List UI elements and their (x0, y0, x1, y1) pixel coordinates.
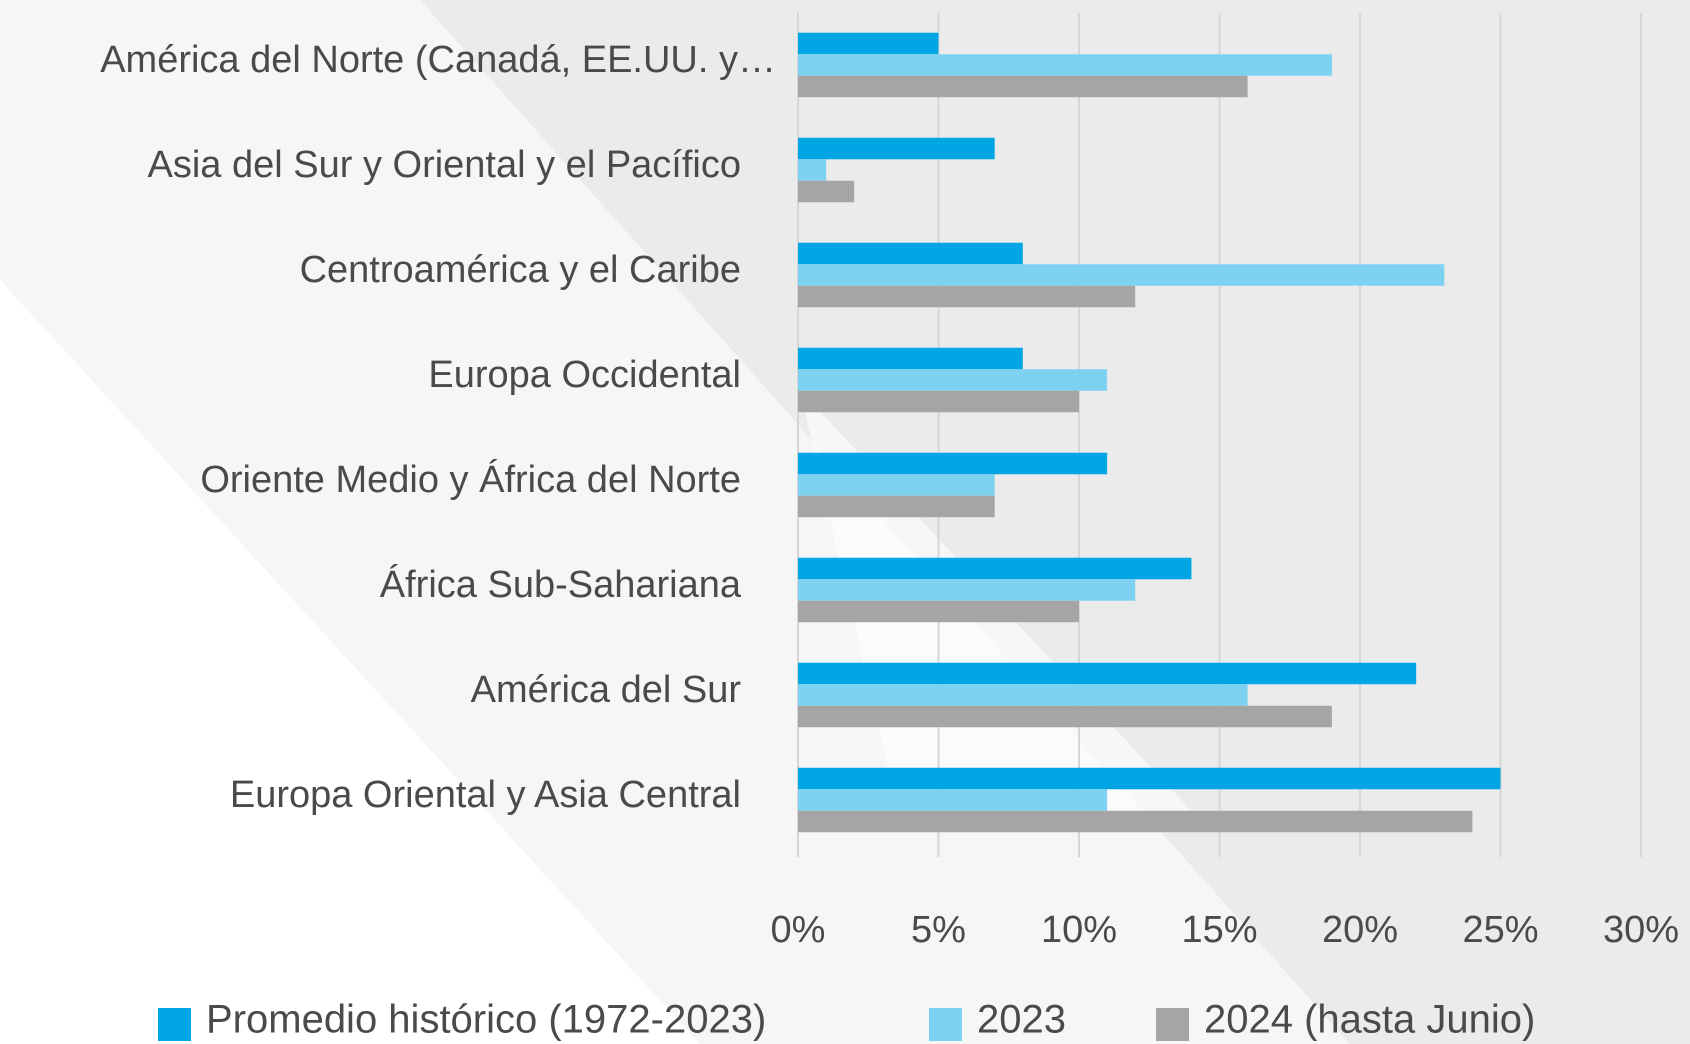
bar (798, 495, 995, 518)
bar (798, 159, 827, 181)
bar (798, 474, 995, 496)
y-tick-label: Europa Occidental (428, 354, 741, 396)
bar (798, 54, 1332, 76)
bar (798, 557, 1192, 580)
legend-label: Promedio histórico (1972-2023) (206, 998, 766, 1042)
bar (798, 789, 1108, 811)
bar (798, 75, 1248, 98)
legend-swatch (1156, 1008, 1189, 1041)
bar (798, 347, 1023, 370)
bar (798, 452, 1108, 475)
legend-label: 2024 (hasta Junio) (1204, 998, 1535, 1042)
x-tick-label: 30% (1603, 909, 1679, 951)
y-tick-label: África Sub-Sahariana (380, 563, 742, 606)
legend-swatch (929, 1008, 962, 1041)
bar (798, 285, 1136, 308)
bar (798, 810, 1473, 833)
y-tick-label: Oriente Medio y África del Norte (200, 458, 741, 501)
bar (798, 705, 1332, 728)
bar (798, 32, 939, 55)
x-tick-label: 10% (1041, 909, 1117, 951)
bar (798, 264, 1445, 286)
bar (798, 767, 1501, 790)
background-stripe (0, 280, 700, 1044)
bar (798, 684, 1248, 706)
bar (798, 180, 855, 203)
bar (798, 600, 1079, 623)
legend-label: 2023 (977, 998, 1066, 1042)
y-tick-label: América del Norte (Canadá, EE.UU. y… (100, 39, 776, 81)
bar (798, 137, 995, 160)
x-tick-label: 20% (1322, 909, 1398, 951)
y-tick-label: Asia del Sur y Oriental y el Pacífico (148, 144, 741, 186)
x-tick-label: 15% (1181, 909, 1257, 951)
bar (798, 390, 1079, 413)
y-tick-label: Europa Oriental y Asia Central (230, 774, 741, 816)
x-tick-label: 0% (771, 909, 826, 951)
x-tick-label: 5% (911, 909, 966, 951)
y-tick-label: América del Sur (471, 669, 742, 711)
bar (798, 662, 1417, 685)
bar (798, 369, 1108, 391)
y-tick-label: Centroamérica y el Caribe (300, 249, 741, 291)
x-tick-label: 25% (1462, 909, 1538, 951)
legend-swatch (158, 1008, 191, 1041)
bar (798, 242, 1023, 265)
bar (798, 579, 1136, 601)
